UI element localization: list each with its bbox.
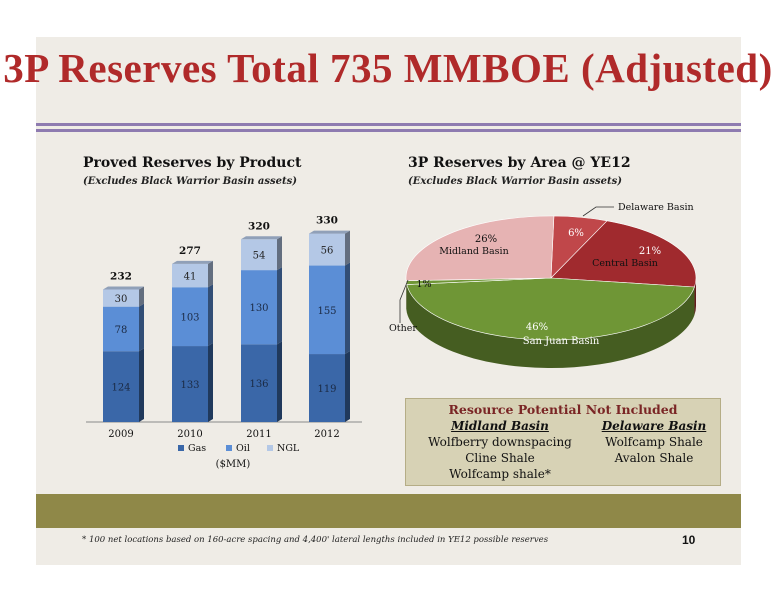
slice-pct-midland: 26% <box>475 234 497 245</box>
slice-pct-other: 1% <box>416 279 431 290</box>
bar-side-gas <box>208 343 213 422</box>
midland-heading: Midland Basin <box>451 419 549 433</box>
page-title: 3P Reserves Total 735 MMBOE (Adjusted) <box>3 45 773 91</box>
pie-slice-central-basin <box>550 220 697 288</box>
title-rule-bottom <box>36 129 741 132</box>
slice-pct-central: 21% <box>639 246 661 257</box>
bar-top <box>172 260 213 264</box>
x-tick-label: 2009 <box>108 429 133 440</box>
bar-oil <box>103 306 139 352</box>
bar-ngl <box>103 289 139 307</box>
data-label: 103 <box>180 313 199 324</box>
bar-ngl <box>309 233 345 266</box>
delaware-column: Delaware Basin Wolfcamp Shale Avalon Sha… <box>592 418 716 466</box>
x-tick-label: 2010 <box>177 429 202 440</box>
bar-side-ngl <box>208 260 213 288</box>
bar-side-oil <box>139 303 144 352</box>
legend-label-gas: Gas <box>188 443 206 454</box>
legend-label-ngl: NGL <box>277 443 300 454</box>
pie-side-san-juan-basin <box>406 284 695 368</box>
legend-swatch-gas <box>178 445 184 451</box>
delaware-heading: Delaware Basin <box>601 419 707 433</box>
bar-side-gas <box>139 348 144 422</box>
pie-slice-san-juan-basin <box>406 277 695 341</box>
bar-oil <box>309 265 345 355</box>
bar-side-ngl <box>139 286 144 307</box>
bar-top <box>241 236 282 240</box>
bar-side-oil <box>208 284 213 347</box>
slice-label-delaware: Delaware Basin <box>618 202 694 213</box>
data-label: 56 <box>321 246 334 257</box>
bar-side-ngl <box>345 230 350 266</box>
data-label: 41 <box>184 272 197 283</box>
pie-slice-midland-basin <box>405 215 555 281</box>
pie-side-central-basin <box>694 278 696 315</box>
total-label: 277 <box>179 245 201 257</box>
data-label: 136 <box>249 379 268 390</box>
leader-other <box>399 279 409 323</box>
total-label: 330 <box>316 215 338 227</box>
leader-delaware <box>582 206 614 217</box>
bar-gas <box>103 351 139 422</box>
slice-label-other: Other <box>389 323 417 334</box>
slice-pct-delaware: 6% <box>568 228 584 239</box>
total-label: 232 <box>110 271 132 283</box>
midland-item: Wolfberry downspacing <box>428 435 572 449</box>
footnote: * 100 net locations based on 160-acre sp… <box>82 535 549 545</box>
left-chart-title: Proved Reserves by Product <box>83 155 302 171</box>
delaware-item: Wolfcamp Shale <box>605 435 703 449</box>
total-label: 320 <box>248 220 270 232</box>
data-label: 124 <box>111 383 130 394</box>
right-chart-subtitle: (Excludes Black Warrior Basin assets) <box>408 176 622 187</box>
x-tick-label: 2012 <box>314 429 339 440</box>
midland-column: Midland Basin Wolfberry downspacing Clin… <box>420 418 580 482</box>
bar-gas <box>172 346 208 422</box>
bar-top <box>103 286 144 290</box>
midland-item: Wolfcamp shale* <box>449 467 551 481</box>
bar-side-gas <box>345 351 350 422</box>
data-label: 155 <box>317 306 336 317</box>
slice-label-sanjuan: San Juan Basin <box>523 336 600 347</box>
bar-side-oil <box>345 262 350 355</box>
slice-label-midland: Midland Basin <box>439 246 508 257</box>
footer-band <box>36 494 741 528</box>
bar-side-ngl <box>277 236 282 271</box>
slice-pct-sanjuan: 46% <box>526 322 548 333</box>
data-label: 30 <box>115 294 128 305</box>
resource-potential-title: Resource Potential Not Included <box>448 402 678 417</box>
data-label: 130 <box>249 303 268 314</box>
data-label: 78 <box>115 325 128 336</box>
bar-oil <box>172 287 208 347</box>
title-rule-top <box>36 123 741 126</box>
bar-ngl <box>172 263 208 288</box>
legend-label-oil: Oil <box>236 443 250 454</box>
left-chart-subtitle: (Excludes Black Warrior Basin assets) <box>83 176 297 187</box>
page-number: 10 <box>682 533 696 547</box>
bar-gas <box>309 354 345 422</box>
pie-side-other <box>406 280 407 313</box>
bar-side-gas <box>277 341 282 422</box>
midland-item: Cline Shale <box>465 451 535 465</box>
legend-swatch-oil <box>226 445 232 451</box>
resource-potential-box: Resource Potential Not Included Midland … <box>405 398 721 486</box>
data-label: 133 <box>180 380 199 391</box>
legend-swatch-ngl <box>267 445 273 451</box>
bar-gas <box>241 344 277 422</box>
x-tick-label: 2011 <box>246 429 271 440</box>
delaware-item: Avalon Shale <box>614 451 694 465</box>
slice-label-central: Central Basin <box>592 258 658 269</box>
bar-side-oil <box>277 267 282 345</box>
unit-label: ($MM) <box>216 459 251 470</box>
right-chart-title: 3P Reserves by Area @ YE12 <box>408 155 631 171</box>
data-label: 119 <box>317 384 336 395</box>
bar-ngl <box>241 239 277 271</box>
data-label: 54 <box>253 251 266 262</box>
bar-oil <box>241 270 277 345</box>
bar-top <box>309 230 350 234</box>
